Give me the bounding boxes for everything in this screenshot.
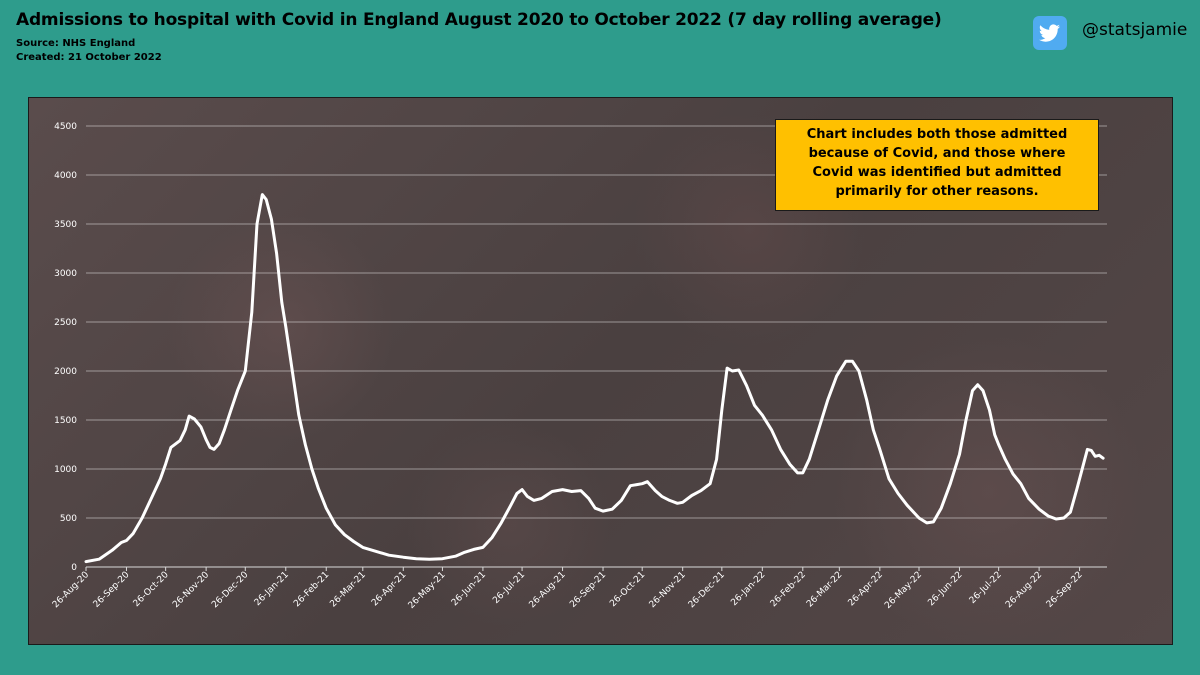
x-tick-label: 26-Jun-21 (450, 570, 488, 608)
x-tick-label: 26-Aug-22 (1004, 570, 1044, 610)
x-tick-label: 26-Sep-22 (1045, 570, 1085, 610)
x-axis: 26-Aug-20 26-Sep-20 26-Oct-20 26-Nov-2026-D… (51, 567, 1085, 611)
source-label: Source: NHS England (16, 38, 136, 49)
y-tick-label: 3000 (54, 269, 77, 279)
y-tick-label: 500 (60, 514, 77, 524)
x-tick-label: 26-Jul-22 (968, 570, 1004, 606)
x-tick-label: 26-Dec-21 (687, 570, 727, 610)
y-tick-label: 4000 (54, 171, 77, 181)
x-tick-label: 26-Apr-21 (370, 570, 408, 608)
x-tick-label: 26-May-21 (407, 570, 448, 611)
x-tick-label: 26-Aug-20 (51, 570, 91, 610)
y-tick-label: 4500 (54, 122, 77, 132)
y-tick-label: 3500 (54, 220, 77, 230)
twitter-bird-icon (1039, 24, 1060, 42)
x-tick-label: 26-Apr-22 (847, 570, 885, 608)
x-tick-label: 26-Sep-20 (92, 570, 132, 610)
twitter-handle[interactable]: @statsjamie (1082, 20, 1188, 40)
x-tick-label: 26-Oct-20 (132, 570, 171, 609)
x-tick-label: 26-Jan-22 (729, 570, 767, 608)
x-tick-label: 26-Nov-21 (648, 570, 688, 610)
x-tick-label: 26-Oct-21 (608, 570, 647, 609)
y-tick-label: 1500 (54, 416, 77, 426)
x-tick-label: 26-Jul-21 (491, 570, 527, 606)
gridlines (86, 125, 1107, 568)
created-label: Created: 21 October 2022 (16, 52, 162, 63)
x-tick-label: 26-Jun-22 (926, 570, 964, 608)
y-tick-label: 2500 (54, 318, 77, 328)
chart-title: Admissions to hospital with Covid in Eng… (16, 10, 942, 30)
x-tick-label: 26-Feb-21 (292, 570, 331, 609)
annotation-note: Chart includes both those admitted becau… (775, 119, 1099, 211)
x-tick-label: 26-Jan-21 (253, 570, 291, 608)
x-tick-label: 26-Dec-20 (210, 570, 250, 610)
x-tick-label: 26-May-22 (883, 570, 924, 611)
x-tick-label: 26-Feb-22 (769, 570, 808, 609)
y-tick-label: 2000 (54, 367, 77, 377)
x-tick-label: 26-Mar-21 (328, 570, 367, 609)
x-tick-label: 26-Mar-22 (805, 570, 844, 609)
y-axis: 0 500 1000 1500 2000 2500 3000 3500 4000 4500 (54, 122, 77, 573)
y-tick-label: 0 (71, 563, 77, 573)
y-tick-label: 1000 (54, 465, 77, 475)
line-chart: 0 500 1000 1500 2000 2500 3000 3500 4000 4500 26-… (51, 122, 1107, 611)
x-tick-label: 26-Nov-20 (171, 570, 211, 610)
twitter-icon[interactable] (1033, 16, 1067, 50)
x-tick-label: 26-Aug-21 (528, 570, 568, 610)
admissions-line (84, 193, 1105, 564)
x-tick-label: 26-Sep-21 (568, 570, 608, 610)
